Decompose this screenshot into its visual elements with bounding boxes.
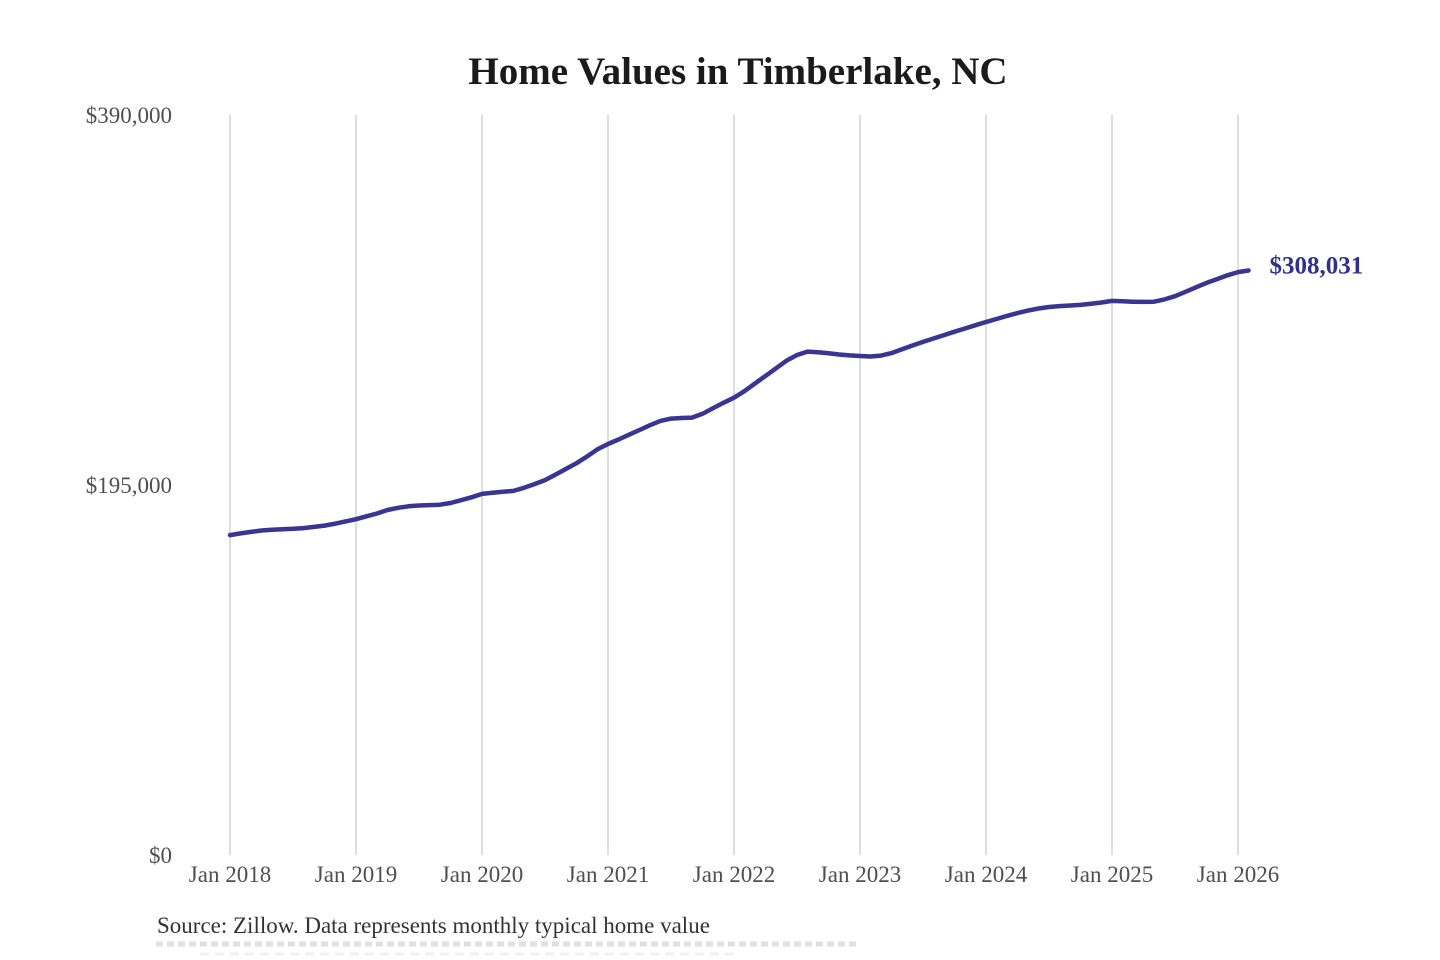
x-tick-label-2023: Jan 2023 — [819, 862, 901, 887]
gridlines — [229, 115, 1239, 855]
x-tick-label-2022: Jan 2022 — [693, 862, 775, 887]
x-tick-label-2018: Jan 2018 — [189, 862, 271, 887]
x-axis-labels: Jan 2018 Jan 2019 Jan 2020 Jan 2021 Jan … — [189, 862, 1279, 887]
y-tick-label-390000: $390,000 — [86, 103, 172, 128]
home-value-series-line — [227, 268, 1251, 538]
y-axis-labels: $390,000 $195,000 $0 — [86, 103, 172, 868]
x-tick-label-2024: Jan 2024 — [945, 862, 1028, 887]
final-value-label: $308,031 — [1270, 253, 1364, 280]
source-note: Source: Zillow. Data represents monthly … — [157, 913, 710, 938]
x-tick-label-2021: Jan 2021 — [567, 862, 649, 887]
chart-title: Home Values in Timberlake, NC — [468, 50, 1007, 93]
x-tick-label-2020: Jan 2020 — [441, 862, 523, 887]
x-tick-label-2019: Jan 2019 — [315, 862, 397, 887]
x-tick-label-2026: Jan 2026 — [1197, 862, 1279, 887]
x-tick-label-2025: Jan 2025 — [1071, 862, 1153, 887]
y-tick-label-195000: $195,000 — [86, 473, 172, 498]
y-tick-label-0: $0 — [149, 843, 172, 868]
